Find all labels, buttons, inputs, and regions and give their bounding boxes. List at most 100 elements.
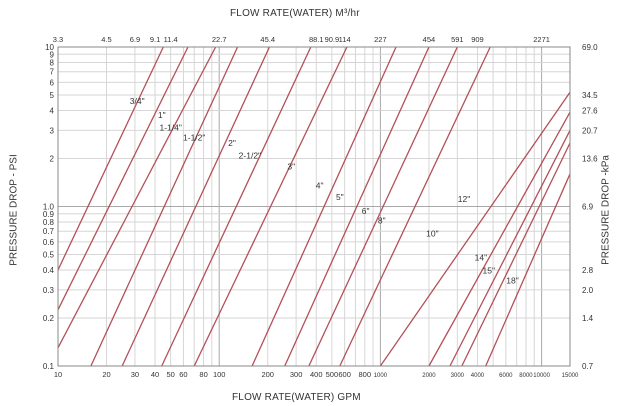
y-tick-label: 4 (50, 106, 55, 115)
series-label: 12" (458, 194, 470, 204)
y-tick-label: 0.5 (43, 251, 55, 260)
y-tick-label: 0.8 (43, 218, 55, 227)
top-tick-label: 909 (471, 35, 484, 44)
top-tick-label: 22.7 (212, 35, 227, 44)
series-line (339, 46, 491, 367)
series-label: 3" (287, 162, 295, 172)
y-tick-label: 2 (50, 154, 55, 163)
series-label: 1-1/4" (159, 122, 181, 132)
y-axis-title: PRESSURE DROP - PSI (8, 154, 20, 266)
top-tick-label: 2271 (533, 35, 550, 44)
y-tick-label: 5 (50, 91, 55, 100)
series-line (251, 46, 397, 367)
right-axis-title: PRESSURE DROP -kPa (600, 155, 612, 265)
x-tick-label: 600 (338, 370, 351, 379)
x-tick-label: 500 (326, 370, 339, 379)
series-line (485, 173, 571, 367)
right-tick-label: 6.9 (582, 203, 594, 212)
series-label: 1" (158, 110, 166, 120)
series-line (57, 46, 164, 271)
series-line (90, 46, 239, 367)
x-tick-label: 15000 (562, 373, 579, 379)
top-axis-ticks: 3.3 4.5 6.9 9.1 11.4 22.7 45.4 88.1 90.9 114 227 45… (53, 35, 550, 44)
series-label: 10" (426, 228, 438, 238)
series-line (379, 91, 571, 367)
x-tick-label: 50 (167, 370, 175, 379)
right-tick-label: 13.6 (582, 154, 598, 163)
top-tick-label: 114 (339, 35, 351, 44)
x-axis-title: FLOW RATE(WATER) GPM (232, 392, 361, 403)
x-tick-label: 300 (290, 370, 303, 379)
y-tick-label: 1.0 (43, 203, 55, 212)
right-tick-label: 20.7 (582, 126, 598, 135)
x-tick-label: 10000 (533, 373, 550, 379)
top-tick-label: 9.1 (150, 35, 160, 44)
top-tick-label: 6.9 (130, 35, 140, 44)
y-tick-label: 0.6 (43, 238, 55, 247)
top-tick-label: 11.4 (164, 35, 178, 44)
y-tick-label: 0.4 (43, 266, 55, 275)
y-tick-label: 6 (50, 78, 55, 87)
y-tick-label: 0.2 (43, 314, 55, 323)
y-tick-label: 9 (50, 50, 55, 59)
series-label: 2-1/2" (239, 150, 261, 160)
top-tick-label: 90.9 (325, 35, 340, 44)
series-label: 8" (378, 216, 386, 226)
x-tick-label: 30 (131, 370, 139, 379)
x-tick-label: 200 (261, 370, 274, 379)
right-tick-label: 34.5 (582, 91, 598, 100)
series-label: 1-1/2" (183, 132, 205, 142)
series-line (193, 46, 348, 367)
series-line (449, 130, 571, 367)
series-line (428, 111, 571, 367)
x-tick-label: 10 (54, 370, 62, 379)
y-tick-label: 3 (50, 126, 55, 135)
right-axis-ticks: 0.7 1.4 2.0 2.8 6.9 13.6 20.7 27.6 34.5 69.0 (582, 43, 598, 371)
x-tick-label: 4000 (471, 373, 485, 379)
grid (57, 46, 571, 367)
right-tick-label: 2.8 (582, 266, 594, 275)
right-tick-label: 69.0 (582, 43, 598, 52)
series-label: 14" (475, 252, 487, 262)
top-tick-label: 227 (374, 35, 387, 44)
series-label: 2" (228, 138, 236, 148)
x-tick-label: 800 (359, 370, 372, 379)
series-line (461, 142, 571, 367)
top-tick-label: 88.1 (309, 35, 324, 44)
x-tick-label: 2000 (422, 373, 436, 379)
series-line (57, 46, 189, 311)
y-tick-label: 0.1 (43, 362, 55, 371)
right-tick-label: 2.0 (582, 286, 594, 295)
y-tick-label: 10 (45, 43, 54, 52)
plot-frame (57, 46, 571, 367)
y-tick-label: 7 (50, 68, 55, 77)
right-tick-label: 1.4 (582, 314, 594, 323)
series-label: 5" (336, 192, 344, 202)
top-tick-label: 591 (451, 35, 464, 44)
series-lines (57, 46, 571, 367)
series-label: 3/4" (130, 96, 145, 106)
x-tick-label: 8000 (519, 373, 533, 379)
y-tick-label: 0.3 (43, 286, 55, 295)
series-line (308, 46, 458, 367)
x-tick-label: 400 (310, 370, 323, 379)
x-tick-label: 6000 (499, 373, 513, 379)
x-tick-label: 100 (213, 370, 226, 379)
x-tick-label: 3000 (451, 373, 465, 379)
x-tick-label: 80 (199, 370, 207, 379)
series-label: 4" (316, 180, 324, 190)
series-line (121, 46, 271, 367)
right-tick-label: 0.7 (582, 362, 594, 371)
series-label: 18" (506, 275, 518, 285)
series-line (161, 46, 312, 367)
x-tick-label: 1000 (374, 373, 388, 379)
x-tick-label: 40 (151, 370, 159, 379)
series-label: 6" (362, 206, 370, 216)
x-axis-ticks: 10 20 30 40 50 60 80 100 200 300 400 500 600 800 1000 2… (54, 370, 579, 379)
series-line (57, 46, 217, 349)
series-labels: 3/4" 1" 1-1/4"1-1/2" 2"2-1/2" 3" 4" 5" 6" 8" 10" 1… (130, 96, 519, 285)
top-tick-label: 454 (423, 35, 436, 44)
top-tick-label: 45.4 (260, 35, 275, 44)
